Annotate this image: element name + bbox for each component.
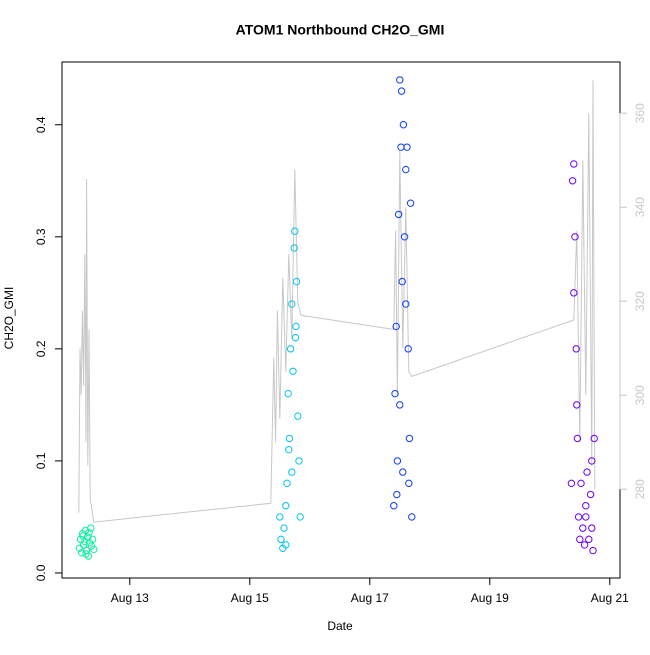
- data-point: [588, 524, 596, 532]
- x-tick-label: Aug 19: [471, 591, 509, 605]
- data-point: [590, 434, 598, 443]
- data-point: [394, 210, 403, 219]
- data-point: [79, 532, 87, 540]
- data-point: [399, 468, 407, 476]
- data-point: [408, 513, 416, 521]
- data-point: [568, 177, 577, 185]
- data-point: [88, 535, 97, 544]
- y-tick-label: 0.4: [34, 116, 48, 133]
- x-tick-label: Aug 21: [591, 591, 629, 605]
- y2-tick-label: 280: [633, 479, 647, 499]
- data-point: [393, 490, 401, 499]
- data-point: [574, 513, 583, 521]
- data-point: [291, 333, 300, 342]
- data-point: [577, 479, 585, 488]
- data-point: [579, 524, 587, 532]
- data-point: [285, 446, 293, 454]
- data-point: [87, 524, 95, 532]
- data-point: [570, 160, 578, 168]
- data-point: [404, 345, 412, 353]
- y2-tick-label: 300: [633, 385, 647, 405]
- data-point: [570, 289, 578, 297]
- data-point: [292, 277, 301, 286]
- data-point: [398, 277, 406, 286]
- data-point: [284, 389, 292, 398]
- data-point: [285, 434, 294, 443]
- data-point: [571, 233, 579, 241]
- data-point: [277, 535, 285, 544]
- data-point: [402, 300, 410, 308]
- data-point: [580, 541, 589, 549]
- data-point: [393, 457, 402, 465]
- plot-frame: [61, 61, 621, 579]
- data-point: [403, 143, 411, 151]
- data-point: [582, 513, 590, 521]
- data-point: [573, 434, 582, 443]
- data-point: [292, 322, 300, 331]
- x-axis-label: Date: [327, 619, 353, 633]
- y2-tick-label: 340: [633, 197, 647, 217]
- y-tick-label: 0.3: [34, 228, 48, 245]
- data-point: [280, 524, 288, 532]
- y-axis-label: CH2O_GMI: [2, 287, 16, 350]
- x-tick-label: Aug 13: [111, 591, 149, 605]
- data-point: [390, 502, 398, 510]
- x-tick-label: Aug 17: [351, 591, 389, 605]
- data-point: [402, 165, 410, 174]
- data-point: [282, 541, 290, 549]
- data-point: [573, 401, 581, 409]
- y-tick-label: 0.1: [34, 452, 48, 469]
- data-point: [397, 87, 406, 95]
- data-point: [289, 367, 297, 375]
- data-point: [288, 300, 296, 308]
- data-point: [576, 535, 584, 544]
- data-point: [567, 479, 576, 488]
- data-point: [282, 502, 290, 510]
- data-point: [295, 457, 303, 465]
- data-point: [286, 345, 295, 353]
- data-point: [85, 528, 93, 537]
- chart-title: ATOM1 Northbound CH2O_GMI: [236, 22, 445, 38]
- y-tick-label: 0.2: [34, 340, 48, 357]
- data-point: [290, 244, 298, 252]
- data-point: [82, 550, 90, 558]
- data-point: [585, 535, 593, 544]
- data-point: [288, 468, 296, 476]
- data-point: [583, 468, 591, 476]
- data-point: [582, 502, 590, 510]
- y2-tick-label: 320: [633, 291, 647, 311]
- y2-tick-label: 360: [633, 103, 647, 123]
- data-point: [90, 545, 98, 554]
- data-point: [405, 434, 414, 443]
- data-point: [294, 412, 302, 420]
- data-point: [589, 546, 597, 555]
- data-point: [276, 513, 284, 521]
- data-point: [406, 199, 415, 207]
- data-point: [283, 479, 291, 488]
- data-point: [392, 322, 400, 331]
- data-point: [396, 401, 404, 409]
- data-point: [399, 121, 408, 129]
- data-point: [396, 76, 404, 84]
- line-series: [78, 80, 596, 523]
- data-point: [84, 552, 93, 560]
- data-point: [296, 513, 304, 521]
- data-point: [78, 549, 86, 557]
- data-point: [405, 479, 413, 488]
- y-tick-label: 0.0: [34, 564, 48, 581]
- data-point: [586, 490, 595, 499]
- x-tick-label: Aug 15: [231, 591, 269, 605]
- data-point: [400, 233, 409, 241]
- data-point: [291, 227, 299, 235]
- data-point: [588, 457, 596, 465]
- data-point: [397, 143, 405, 151]
- data-point: [391, 389, 399, 398]
- data-point: [572, 345, 580, 353]
